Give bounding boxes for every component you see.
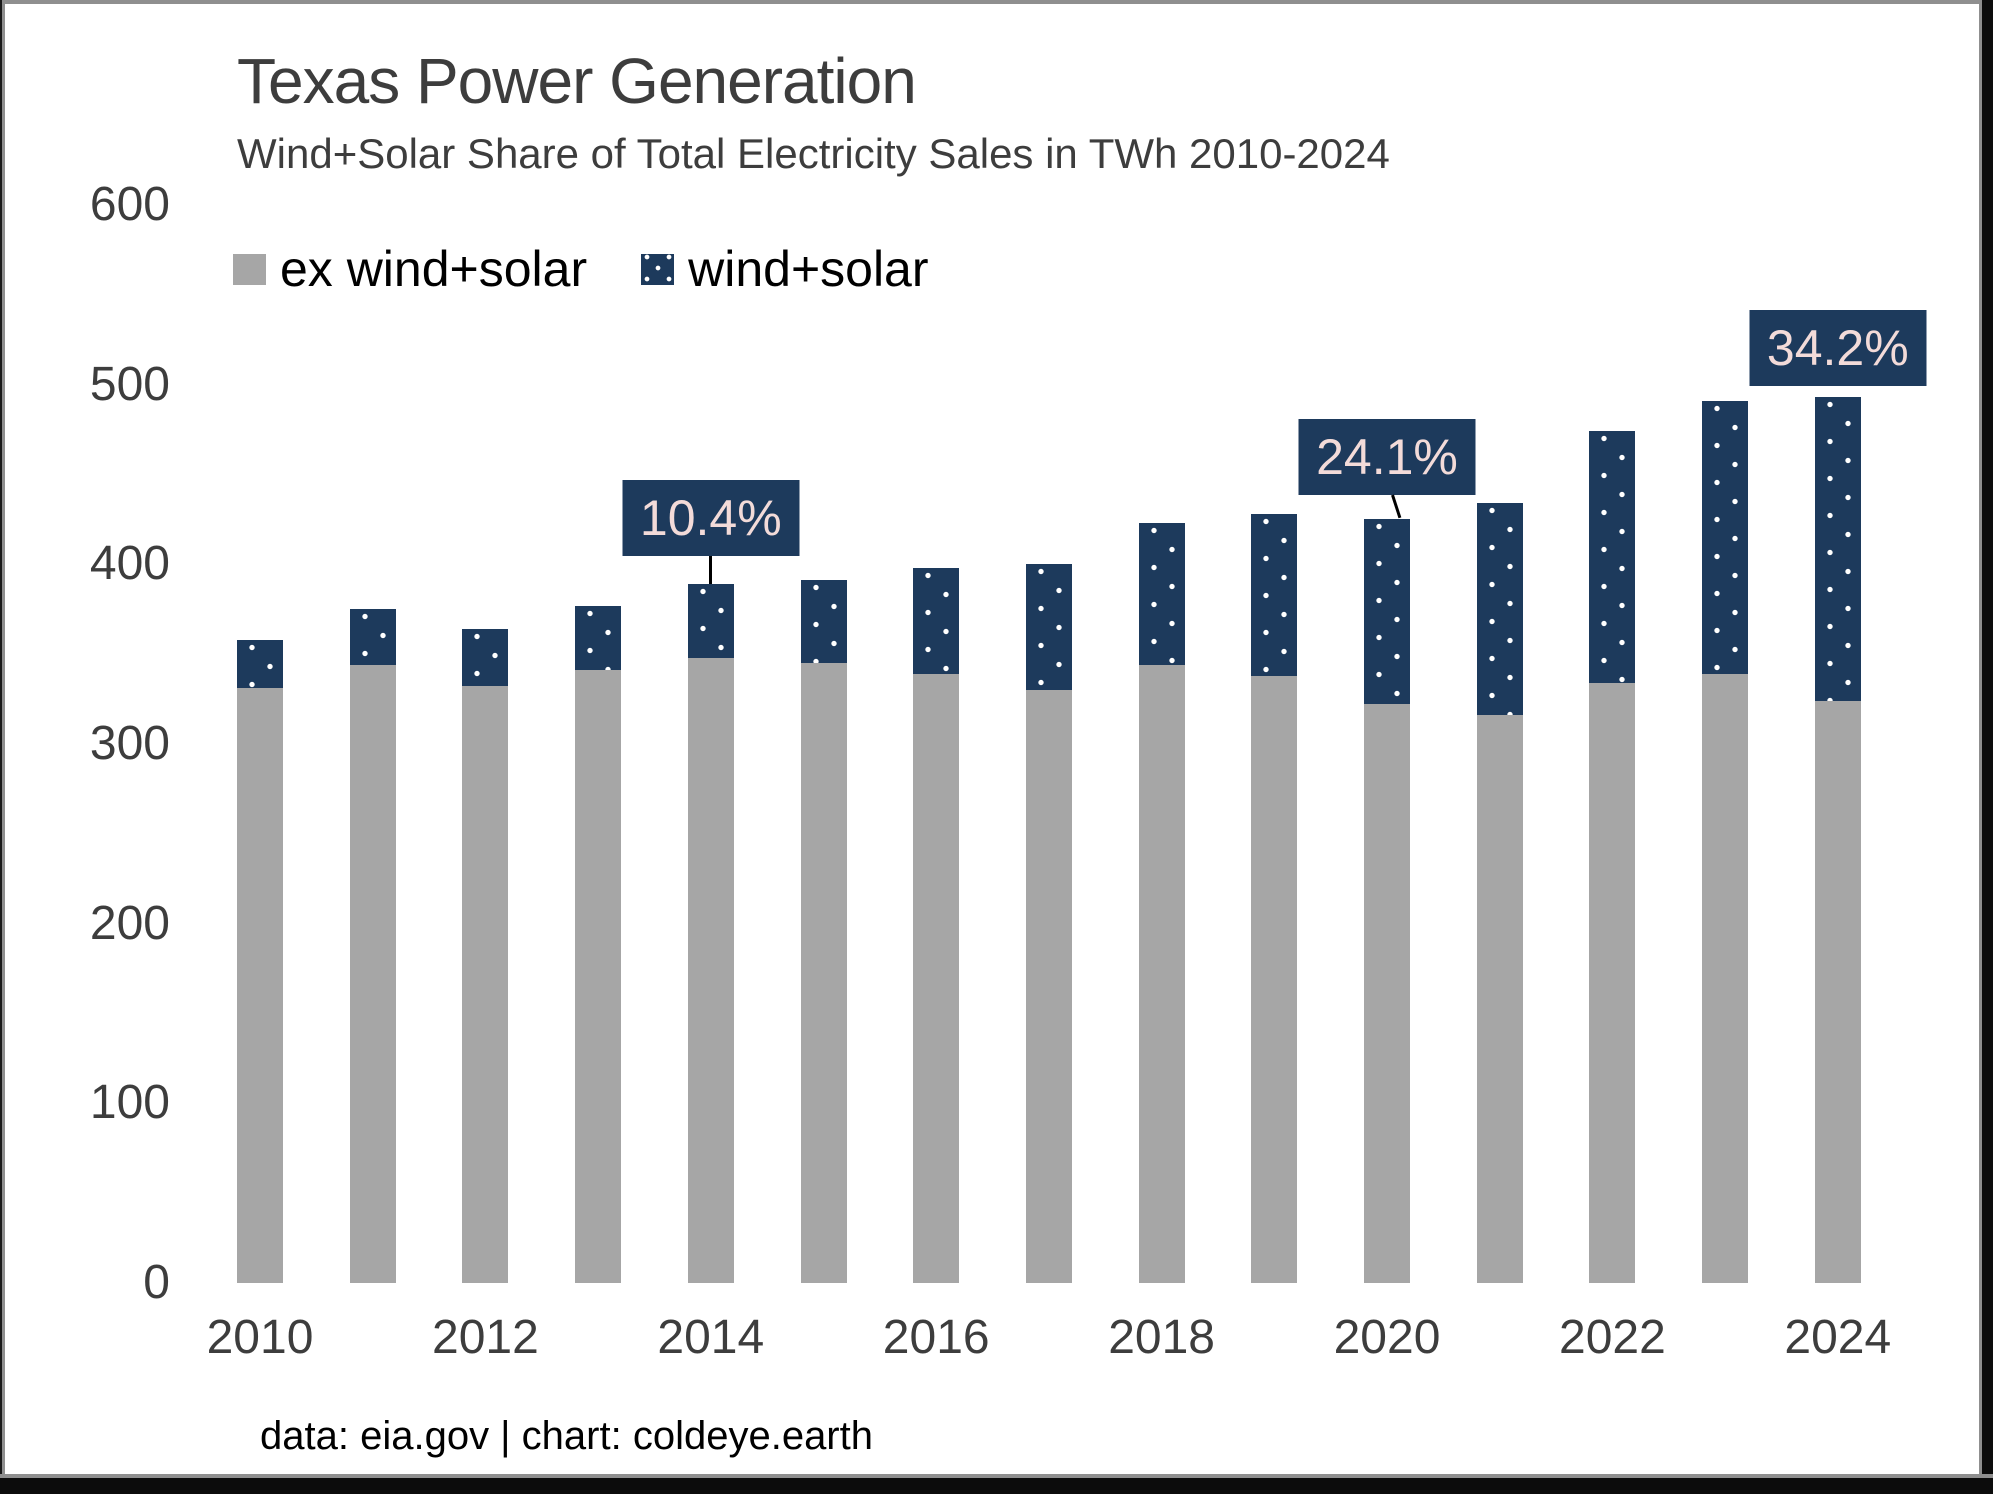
x-axis-label-2022: 2022	[1559, 1311, 1666, 1364]
bar-2017-ex-wind-solar	[1025, 690, 1072, 1283]
callout-2024: 34.2%	[1749, 310, 1927, 386]
y-axis-label-0: 0	[143, 1256, 170, 1309]
bar-2023-ex-wind-solar	[1702, 673, 1749, 1283]
bar-2019-wind-solar	[1251, 514, 1298, 676]
bar-2020-wind-solar	[1364, 519, 1410, 705]
bar-2011-ex-wind-solar	[349, 664, 396, 1283]
y-axis-label-100: 100	[89, 1076, 170, 1130]
y-axis-label-300: 300	[89, 716, 170, 770]
bar-2018-ex-wind-solar	[1138, 664, 1185, 1283]
bar-2024-wind-solar	[1814, 397, 1861, 701]
x-axis-label-2016: 2016	[882, 1311, 990, 1364]
x-axis-label-2018: 2018	[1108, 1311, 1215, 1364]
y-axis-label-600: 600	[89, 177, 170, 231]
source-credit: data: eia.gov | chart: coldeye.earth	[260, 1414, 873, 1458]
bar-2013-wind-solar	[575, 605, 622, 671]
bar-2010-wind-solar	[237, 639, 283, 689]
legend-swatch-wind-solar	[641, 253, 675, 285]
y-axis-label-500: 500	[89, 357, 170, 411]
callout-2020: 24.1%	[1298, 419, 1476, 495]
bar-2019-ex-wind-solar	[1251, 675, 1298, 1283]
x-axis-label-2010: 2010	[206, 1311, 314, 1364]
callout-connector-2014	[709, 556, 713, 585]
legend: ex wind+solar wind+solar	[233, 240, 929, 298]
bar-2016-wind-solar	[913, 567, 960, 674]
bar-2020-ex-wind-solar	[1364, 704, 1410, 1283]
bar-2013-ex-wind-solar	[575, 670, 622, 1283]
frame-edge-right	[1979, 0, 1993, 1494]
bar-2021-wind-solar	[1476, 503, 1523, 716]
frame-edge-left	[0, 0, 5, 1494]
bar-2022-ex-wind-solar	[1589, 682, 1636, 1283]
y-axis-label-200: 200	[89, 896, 170, 950]
bar-2015-wind-solar	[800, 580, 847, 664]
callout-connector-2020	[1391, 494, 1402, 519]
bar-2012-wind-solar	[462, 629, 509, 687]
bar-2010-ex-wind-solar	[237, 688, 283, 1283]
bar-2014-ex-wind-solar	[687, 657, 734, 1283]
x-axis-label-2012: 2012	[432, 1311, 539, 1364]
bar-2016-ex-wind-solar	[913, 673, 960, 1283]
callout-2014: 10.4%	[622, 480, 800, 556]
legend-swatch-ex-wind-solar	[233, 253, 266, 285]
legend-label-wind-solar: wind+solar	[688, 241, 929, 297]
bar-2023-wind-solar	[1702, 400, 1749, 674]
y-axis-label-400: 400	[89, 537, 170, 591]
legend-label-ex-wind-solar: ex wind+solar	[280, 241, 588, 297]
bar-2018-wind-solar	[1138, 522, 1185, 665]
bar-2022-wind-solar	[1589, 431, 1636, 683]
bar-2017-wind-solar	[1025, 564, 1072, 691]
bar-2015-ex-wind-solar	[800, 663, 847, 1283]
bar-2021-ex-wind-solar	[1476, 715, 1523, 1283]
frame-edge-bottom	[0, 1474, 1993, 1494]
bar-2012-ex-wind-solar	[462, 686, 509, 1283]
x-axis-label-2014: 2014	[657, 1311, 765, 1364]
x-axis-label-2024: 2024	[1784, 1311, 1892, 1364]
chart-subtitle: Wind+Solar Share of Total Electricity Sa…	[237, 130, 1390, 177]
frame-edge-top	[0, 0, 1993, 4]
bar-2014-wind-solar	[687, 584, 734, 658]
x-axis-label-2020: 2020	[1333, 1311, 1441, 1364]
bar-2024-ex-wind-solar	[1814, 700, 1861, 1283]
chart-title: Texas Power Generation	[237, 45, 917, 117]
bar-2011-wind-solar	[349, 609, 396, 665]
